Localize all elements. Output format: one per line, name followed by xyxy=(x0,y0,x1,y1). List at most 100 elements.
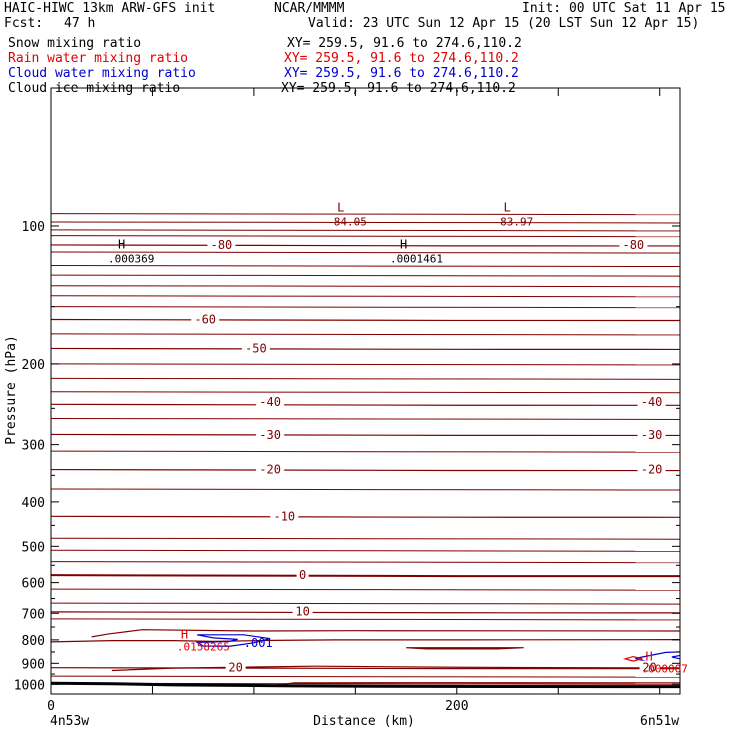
terrain-surface-line xyxy=(50,681,681,689)
isotherm-line xyxy=(50,274,681,277)
y-tick-label: 700 xyxy=(22,607,45,622)
isotherm-label-bg xyxy=(191,312,220,326)
fcst-value: 47 h xyxy=(64,16,96,31)
isotherm-label-bg xyxy=(256,428,285,442)
isotherm-line xyxy=(50,295,681,298)
isotherm-line xyxy=(50,347,681,351)
rain-high-value: .000007 xyxy=(642,663,688,676)
isotherm-line xyxy=(50,618,681,621)
isotherm-line xyxy=(50,573,681,578)
y-tick-label: 500 xyxy=(22,540,45,555)
org-label: NCAR/MMMM xyxy=(274,1,345,16)
isotherm-label-bg xyxy=(241,341,270,355)
isotherm-closed-contour xyxy=(406,647,524,650)
x-axis-title: Distance (km) xyxy=(313,714,415,729)
high-value: .000369 xyxy=(108,253,154,266)
y-axis-title: Pressure (hPa) xyxy=(4,335,19,445)
isotherm-line xyxy=(50,391,681,394)
isotherm-label-bg xyxy=(225,660,246,674)
isotherm-line xyxy=(91,629,681,638)
isotherm-label-bg xyxy=(619,237,648,251)
isotherm-label: -60 xyxy=(194,313,216,327)
isotherm-label: -20 xyxy=(259,463,281,477)
isotherm-label: 0 xyxy=(299,568,306,582)
isotherm-label: 20 xyxy=(642,661,656,675)
y-tick-label: 800 xyxy=(22,634,45,649)
low-marker: L xyxy=(503,201,510,215)
isotherm-label: -30 xyxy=(641,428,663,442)
isotherm-line xyxy=(50,221,681,224)
contour-layer xyxy=(50,213,681,686)
fcst-label: Fcst: xyxy=(4,16,44,31)
isotherm-line xyxy=(50,417,681,420)
field-snow-xy: XY= 259.5, 91.6 to 274.6,110.2 xyxy=(287,36,522,51)
high-marker: H xyxy=(400,238,407,252)
isotherm-line xyxy=(50,468,681,472)
isotherm-line xyxy=(50,229,681,232)
y-tick-label: 900 xyxy=(22,657,45,672)
isotherm-line xyxy=(50,515,681,519)
y-tick-label: 600 xyxy=(22,577,45,592)
isotherm-line xyxy=(50,602,681,605)
field-snow-name: Snow mixing ratio xyxy=(8,36,142,51)
init-time: Init: 00 UTC Sat 11 Apr 15 xyxy=(522,1,726,16)
isotherm-line xyxy=(50,488,681,491)
cloud-water-label: .001 xyxy=(244,636,273,650)
isotherm-line xyxy=(50,537,681,540)
field-cloud-xy: XY= 259.5, 91.6 to 274.6,110.2 xyxy=(284,66,519,81)
model-title: HAIC-HIWC 13km ARW-GFS init xyxy=(4,1,216,16)
isotherm-line xyxy=(50,588,681,591)
y-tick-label: 400 xyxy=(22,496,45,511)
y-tick-label: 100 xyxy=(22,220,45,235)
isotherm-line xyxy=(50,306,681,309)
isotherm-label: 10 xyxy=(295,605,309,619)
isotherm-line xyxy=(50,450,681,453)
y-tick-label: 1000 xyxy=(14,678,45,693)
field-rain-xy: XY= 259.5, 91.6 to 274.6,110.2 xyxy=(284,51,519,66)
cloud-water-contour xyxy=(195,634,271,647)
isotherm-line xyxy=(50,235,681,238)
isotherm-label-bg xyxy=(637,394,666,408)
isotherm-line xyxy=(50,333,681,336)
y-tick-label: 300 xyxy=(22,439,45,454)
rain-high-marker: H xyxy=(646,650,653,664)
high-marker: H xyxy=(118,238,125,252)
isotherm-label-bg xyxy=(292,604,313,618)
rain-high-marker: H xyxy=(181,628,188,642)
isotherm-line xyxy=(50,433,681,437)
isotherm-label-bg xyxy=(256,462,285,476)
isotherm-line xyxy=(50,251,681,254)
y-tick-label: 200 xyxy=(22,358,45,373)
field-rain-name: Rain water mixing ratio xyxy=(8,51,189,66)
isotherm-label-bg xyxy=(637,462,666,476)
x-end-label-left: 4n53w xyxy=(50,714,89,729)
isotherm-line xyxy=(50,639,681,643)
cloud-water-contour xyxy=(635,651,681,664)
isotherm-label: -40 xyxy=(259,395,281,409)
isotherm-label: -30 xyxy=(259,428,281,442)
isotherm-label: -40 xyxy=(641,395,663,409)
isotherm-line xyxy=(274,682,681,686)
isotherm-line xyxy=(50,377,681,380)
isotherm-line xyxy=(50,363,681,366)
isotherm-line xyxy=(50,549,681,552)
isotherm-label-bg xyxy=(639,660,660,674)
high-value: .0001461 xyxy=(390,253,443,266)
isotherm-line xyxy=(50,285,681,288)
isotherm-label: -80 xyxy=(211,238,233,252)
isotherm-line xyxy=(50,611,681,614)
isotherm-label-bg xyxy=(270,509,299,523)
isotherm-label-bg xyxy=(207,237,236,251)
cloud-water-contour xyxy=(671,654,681,660)
isotherm-line xyxy=(50,675,681,678)
field-cloud-name: Cloud water mixing ratio xyxy=(8,66,196,81)
isotherm-label: -10 xyxy=(273,509,295,523)
isotherm-line xyxy=(50,213,681,216)
isotherm-line xyxy=(50,561,681,564)
isotherm-label: -50 xyxy=(245,341,267,355)
isotherm-label: 20 xyxy=(228,661,242,675)
valid-time: Valid: 23 UTC Sun 12 Apr 15 (20 LST Sun … xyxy=(308,16,700,31)
low-value: -84.05 xyxy=(327,216,367,229)
plot-frame xyxy=(50,87,681,695)
